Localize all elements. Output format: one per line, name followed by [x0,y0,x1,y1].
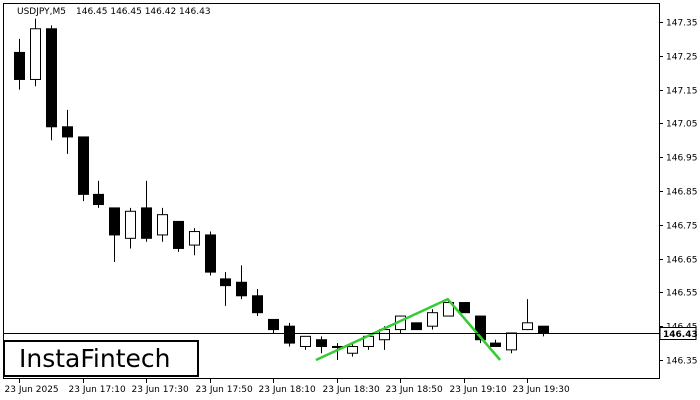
candle-bearish [14,51,25,80]
candle-bearish [268,318,279,331]
candle-bullish [347,345,358,354]
candle-bullish [157,214,168,236]
candle-bearish [93,193,104,206]
y-tick-label: 146.35 [666,357,698,367]
candle-bearish [538,325,549,334]
y-tick-label: 147.25 [666,53,698,63]
candle-bearish [475,315,486,341]
candle-bullish [30,28,41,80]
candles-group [14,18,549,360]
candle-bearish [109,207,120,236]
candle-bullish [427,312,438,327]
x-tick-label: 23 Jun 19:30 [513,385,570,395]
candle-bearish [78,136,89,195]
candle-bearish [252,295,263,314]
candle-bearish [220,278,231,287]
candle-bullish [300,335,311,347]
y-tick-label: 146.85 [666,188,698,198]
candle-bearish [46,28,57,128]
watermark-logo: InstaFintech [3,340,199,377]
candle-bullish [443,302,454,317]
x-tick-label: 23 Jun 19:10 [450,385,507,395]
y-tick-label: 147.35 [666,19,698,29]
candle-bullish [189,231,200,246]
y-tick-label: 147.15 [666,87,698,97]
candle-bearish [236,281,247,297]
x-tick-label: 23 Jun 17:10 [69,385,126,395]
x-tick-label: 23 Jun 18:30 [323,385,380,395]
chart-header-ohlc: 146.45 146.45 146.42 146.43 [76,7,211,17]
x-axis-ticks: 23 Jun 2025 23 Jun 17:10 23 Jun 17:30 23 Ju… [5,378,570,395]
x-tick-label: 23 Jun 17:30 [132,385,189,395]
candle-bullish [506,332,517,351]
candle-bearish [316,339,327,347]
y-tick-label: 146.75 [666,222,698,232]
candle-bearish [141,207,152,239]
candle-bearish [173,220,184,249]
y-tick-label: 146.65 [666,256,698,266]
candle-bullish [125,210,136,239]
x-tick-label: 23 Jun 2025 [5,385,59,395]
current-price-tag: 146.43 [659,327,698,340]
y-tick-label: 147.05 [666,120,698,130]
double-top-pattern-line [315,297,502,362]
candle-bearish [205,234,216,273]
x-tick-label: 23 Jun 18:50 [386,385,443,395]
y-tick-label: 146.95 [666,154,698,164]
pattern-group [315,297,502,362]
candle-bearish [284,325,295,344]
candle-bearish [62,126,73,138]
logo-text: InstaFintech [19,344,171,373]
x-tick-label: 23 Jun 18:10 [259,385,316,395]
current-price-label: 146.43 [663,330,698,340]
candle-bearish [411,322,422,331]
y-tick-label: 146.55 [666,289,698,299]
x-tick-label: 23 Jun 17:50 [196,385,253,395]
candle-bearish [459,302,470,314]
chart-header-symbol: USDJPY,M5 [17,7,66,17]
candle-bearish [490,342,501,347]
candle-bullish [522,322,533,331]
